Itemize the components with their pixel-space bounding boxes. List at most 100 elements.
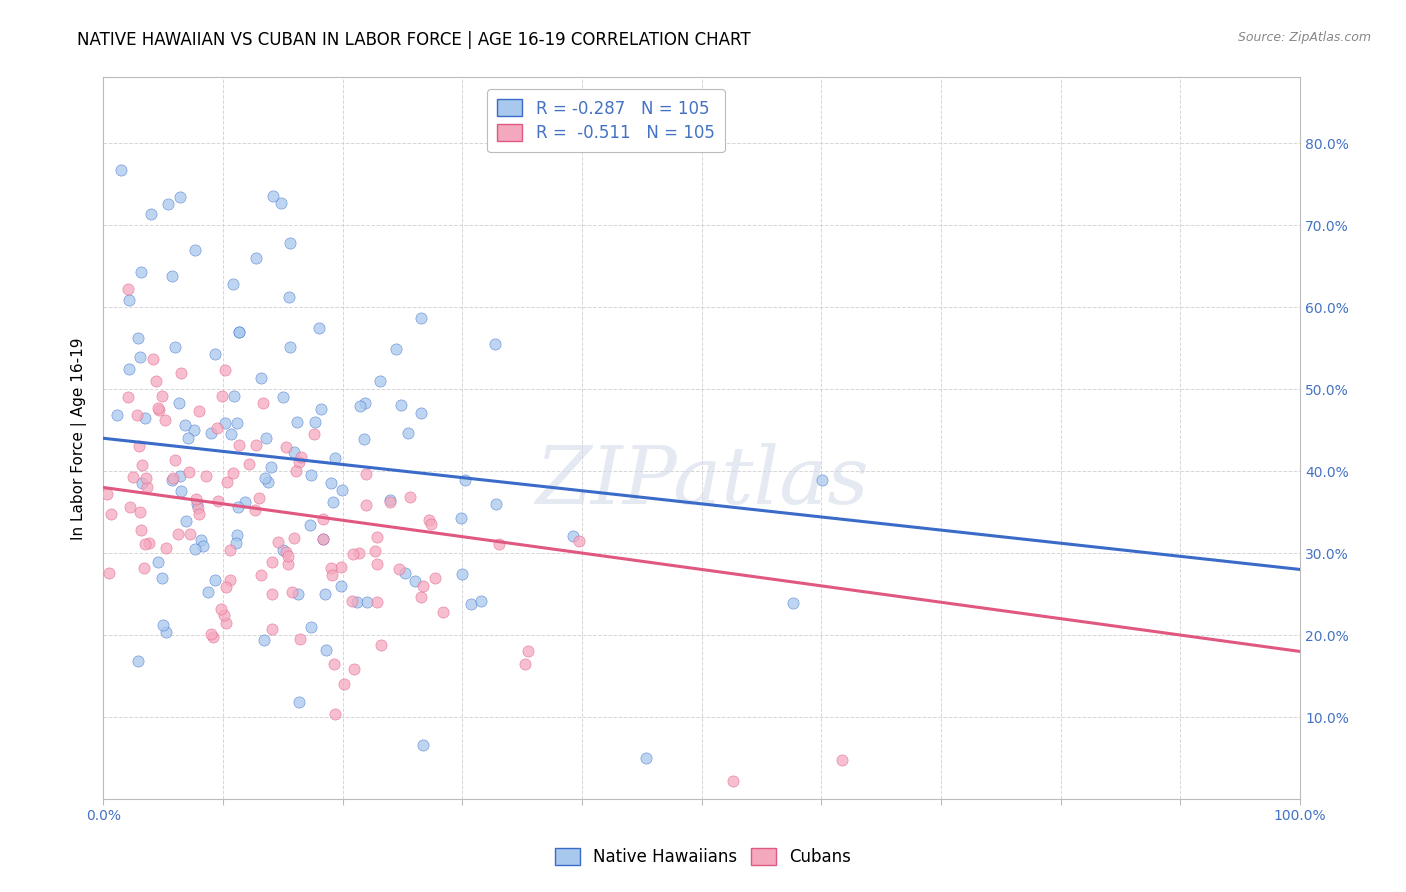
Point	[364, 544, 387, 558]
Point	[252, 396, 274, 410]
Point	[290, 450, 312, 465]
Point	[245, 251, 267, 265]
Point	[134, 561, 156, 575]
Point	[128, 505, 150, 519]
Point	[284, 464, 307, 478]
Point	[215, 475, 238, 489]
Point	[169, 469, 191, 483]
Point	[250, 370, 273, 384]
Point	[450, 511, 472, 525]
Point	[131, 458, 153, 473]
Point	[330, 483, 353, 497]
Point	[212, 608, 235, 623]
Point	[225, 527, 247, 541]
Point	[280, 236, 302, 251]
Point	[226, 500, 249, 515]
Point	[219, 543, 242, 558]
Point	[831, 753, 853, 767]
Point	[388, 562, 411, 576]
Point	[281, 585, 304, 599]
Point	[721, 773, 744, 788]
Point	[117, 391, 139, 405]
Point	[245, 437, 267, 451]
Point	[340, 594, 363, 608]
Point	[260, 555, 283, 569]
Point	[186, 497, 208, 511]
Point	[186, 492, 208, 507]
Point	[118, 500, 141, 515]
Point	[262, 189, 284, 203]
Point	[330, 560, 353, 574]
Point	[191, 539, 214, 553]
Point	[135, 470, 157, 484]
Point	[195, 468, 218, 483]
Point	[484, 337, 506, 351]
Point	[299, 620, 322, 634]
Point	[346, 595, 368, 609]
Point	[453, 473, 475, 487]
Point	[470, 593, 492, 607]
Point	[228, 438, 250, 452]
Point	[238, 457, 260, 471]
Point	[323, 657, 346, 672]
Y-axis label: In Labor Force | Age 16-19: In Labor Force | Age 16-19	[72, 337, 87, 540]
Point	[215, 581, 238, 595]
Point	[214, 363, 236, 377]
Point	[118, 293, 141, 308]
Point	[200, 627, 222, 641]
Point	[165, 453, 187, 467]
Point	[347, 546, 370, 560]
Legend: R = -0.287   N = 105, R =  -0.511   N = 105: R = -0.287 N = 105, R = -0.511 N = 105	[488, 89, 724, 153]
Point	[122, 470, 145, 484]
Point	[221, 427, 243, 442]
Point	[304, 416, 326, 430]
Point	[485, 497, 508, 511]
Point	[222, 466, 245, 480]
Point	[260, 622, 283, 636]
Legend: Native Hawaiians, Cubans: Native Hawaiians, Cubans	[548, 841, 858, 873]
Point	[323, 706, 346, 721]
Point	[138, 536, 160, 550]
Point	[288, 455, 311, 469]
Point	[299, 518, 322, 533]
Point	[225, 536, 247, 550]
Point	[409, 310, 432, 325]
Point	[125, 408, 148, 422]
Point	[288, 632, 311, 647]
Point	[177, 432, 200, 446]
Point	[250, 567, 273, 582]
Point	[270, 195, 292, 210]
Point	[205, 421, 228, 435]
Point	[184, 542, 207, 557]
Point	[278, 291, 301, 305]
Point	[131, 523, 153, 537]
Point	[412, 579, 434, 593]
Point	[152, 618, 174, 632]
Point	[128, 350, 150, 364]
Point	[128, 654, 150, 668]
Point	[98, 566, 121, 580]
Point	[368, 374, 391, 388]
Point	[312, 512, 335, 526]
Point	[134, 410, 156, 425]
Point	[155, 625, 177, 640]
Point	[332, 677, 354, 691]
Point	[155, 541, 177, 556]
Point	[343, 662, 366, 676]
Point	[425, 571, 447, 585]
Point	[283, 445, 305, 459]
Point	[207, 494, 229, 508]
Point	[262, 587, 284, 601]
Point	[170, 483, 193, 498]
Point	[568, 534, 591, 549]
Point	[349, 399, 371, 413]
Point	[354, 467, 377, 482]
Point	[271, 543, 294, 558]
Point	[389, 399, 412, 413]
Point	[277, 558, 299, 572]
Point	[353, 432, 375, 446]
Point	[253, 632, 276, 647]
Point	[342, 547, 364, 561]
Point	[163, 340, 186, 354]
Point	[243, 502, 266, 516]
